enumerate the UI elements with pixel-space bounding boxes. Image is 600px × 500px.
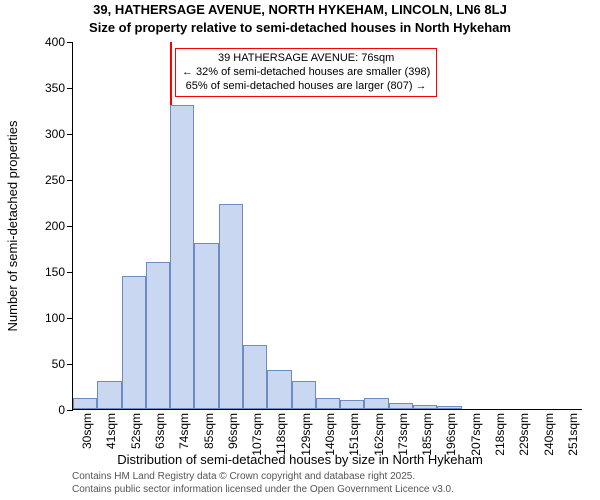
annotation-box: 39 HATHERSAGE AVENUE: 76sqm← 32% of semi… [175,48,437,97]
y-tick-label: 300 [45,127,73,141]
y-tick-label: 50 [52,357,73,371]
histogram-bar [437,406,461,409]
x-tick-label: 207sqm [469,413,483,456]
y-tick-label: 350 [45,81,73,95]
x-tick-label: 251sqm [566,413,580,456]
histogram-bar [389,403,413,409]
x-tick-label: 52sqm [129,413,143,449]
annotation-line: 65% of semi-detached houses are larger (… [182,80,430,94]
x-tick-label: 129sqm [299,413,313,456]
x-tick-label: 85sqm [202,413,216,449]
histogram-bar [170,105,194,409]
chart-title-line2: Size of property relative to semi-detach… [0,20,600,35]
x-tick-label: 63sqm [153,413,167,449]
plot-area: 39 HATHERSAGE AVENUE: 76sqm← 32% of semi… [72,42,582,410]
histogram-bar [73,398,97,409]
histogram-bar [364,398,388,409]
x-tick-label: 218sqm [493,413,507,456]
x-tick-label: 30sqm [80,413,94,449]
histogram-bar [243,345,267,409]
x-axis-label: Distribution of semi-detached houses by … [0,452,600,467]
footer-credits: Contains HM Land Registry data © Crown c… [72,470,454,496]
x-tick-label: 74sqm [177,413,191,449]
x-tick-label: 96sqm [226,413,240,449]
x-tick-label: 162sqm [372,413,386,456]
x-tick-label: 185sqm [420,413,434,456]
footer-line: Contains HM Land Registry data © Crown c… [72,470,454,483]
x-tick-label: 173sqm [396,413,410,456]
x-tick-label: 41sqm [104,413,118,449]
histogram-bar [316,398,340,409]
histogram-bar [97,381,121,409]
x-tick-label: 140sqm [323,413,337,456]
y-tick-label: 0 [58,403,73,417]
histogram-bar [194,243,218,409]
x-tick-label: 107sqm [250,413,264,456]
annotation-line: ← 32% of semi-detached houses are smalle… [182,66,430,80]
histogram-bar [340,400,364,409]
y-tick-label: 200 [45,219,73,233]
y-tick-label: 150 [45,265,73,279]
chart-root: 39, HATHERSAGE AVENUE, NORTH HYKEHAM, LI… [0,0,600,500]
x-tick-label: 118sqm [274,413,288,455]
x-tick-label: 229sqm [517,413,531,456]
y-tick-label: 100 [45,311,73,325]
x-tick-label: 240sqm [542,413,556,456]
annotation-line: 39 HATHERSAGE AVENUE: 76sqm [182,52,430,66]
y-tick-label: 250 [45,173,73,187]
histogram-bar [122,276,146,409]
x-tick-label: 151sqm [347,413,361,456]
chart-title-line1: 39, HATHERSAGE AVENUE, NORTH HYKEHAM, LI… [0,2,600,17]
histogram-bar [219,204,243,409]
footer-line: Contains public sector information licen… [72,483,454,496]
x-tick-label: 196sqm [444,413,458,456]
histogram-bar [413,405,437,409]
y-axis-label: Number of semi-detached properties [5,121,20,332]
histogram-bar [146,262,170,409]
histogram-bar [292,381,316,409]
y-tick-label: 400 [45,35,73,49]
histogram-bar [267,370,291,409]
